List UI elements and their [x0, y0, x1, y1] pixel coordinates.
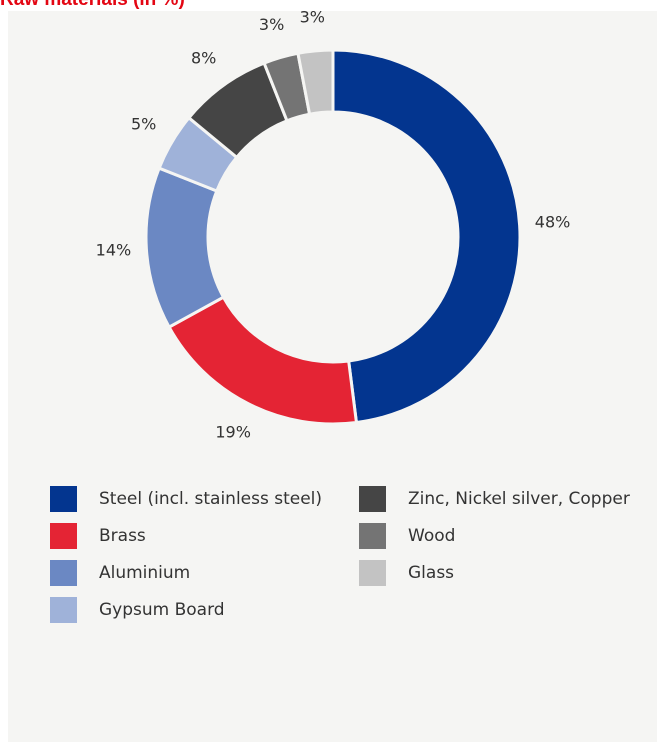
chart-panel: 48% 19% 14% 5% 8% 3% 3% Steel (incl. stainless… [8, 11, 657, 742]
legend-item: Brass [50, 523, 146, 549]
legend-swatch [50, 560, 77, 586]
legend-item: Aluminium [50, 560, 190, 586]
slice-value-label-1: 19% [215, 423, 251, 442]
legend-swatch [50, 597, 77, 623]
legend-swatch [359, 560, 386, 586]
slice-value-label-3: 5% [131, 115, 156, 134]
legend-item: Gypsum Board [50, 597, 225, 623]
slice-value-label-0: 48% [535, 213, 571, 232]
legend-label: Aluminium [99, 563, 191, 583]
legend-label: Gypsum Board [99, 600, 225, 620]
slice-value-label-5: 3% [259, 15, 284, 34]
legend-swatch [359, 523, 386, 549]
legend-label: Brass [99, 526, 146, 546]
slice-value-label-2: 14% [96, 240, 132, 259]
donut-slice-6 [296, 48, 335, 116]
chart-legend: Steel (incl. stainless steel) Brass Alumin… [8, 11, 657, 742]
legend-label: Steel (incl. stainless steel) [99, 489, 323, 509]
chart-title: Raw materials (in %) [0, 0, 185, 11]
donut-chart: 48% 19% 14% 5% 8% 3% 3% [96, 11, 571, 442]
slice-value-label-6: 3% [300, 11, 325, 26]
legend-item: Zinc, Nickel silver, Copper [359, 486, 630, 512]
legend-item: Wood [359, 523, 455, 549]
legend-swatch [359, 486, 386, 512]
donut-slice-0 [331, 48, 522, 425]
legend-label: Glass [408, 563, 455, 583]
legend-swatch [50, 523, 77, 549]
legend-item: Steel (incl. stainless steel) [50, 486, 322, 512]
legend-item: Glass [359, 560, 454, 586]
legend-label: Wood [408, 526, 456, 546]
legend-label: Zinc, Nickel silver, Copper [408, 489, 630, 509]
slice-value-label-4: 8% [191, 49, 216, 68]
legend-swatch [50, 486, 77, 512]
